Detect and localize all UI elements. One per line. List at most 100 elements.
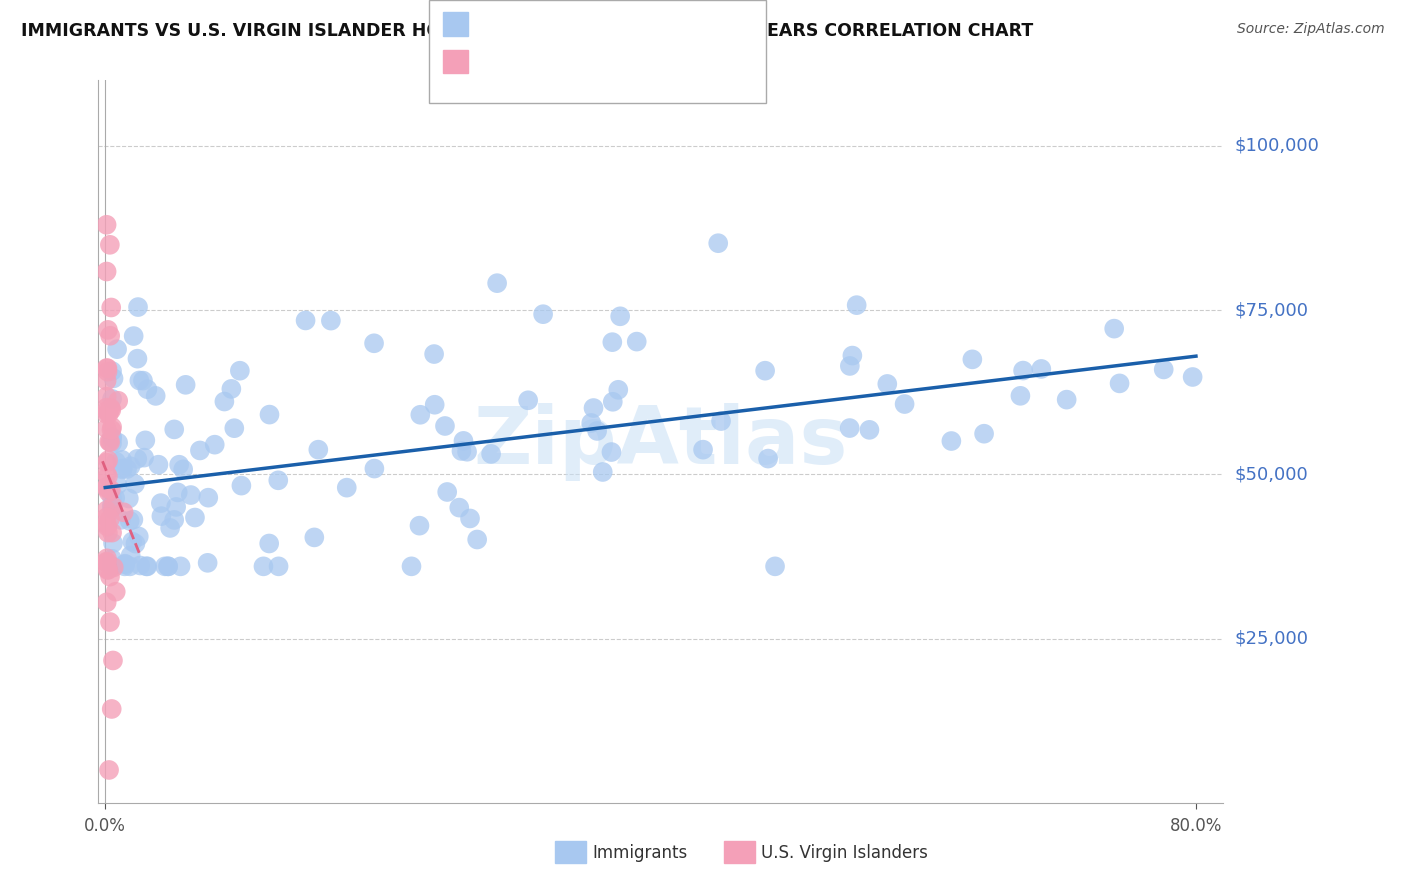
Point — [98, 512, 121, 526]
Point — [101, 500, 124, 514]
Point — [307, 442, 329, 457]
Point — [707, 236, 730, 251]
Point — [159, 521, 181, 535]
Point — [101, 525, 124, 540]
Point — [148, 458, 170, 472]
Point — [132, 450, 155, 465]
Point — [97, 525, 120, 540]
Point — [582, 401, 605, 415]
Point — [408, 518, 430, 533]
Point — [96, 374, 118, 388]
Point — [134, 434, 156, 448]
Point — [1153, 362, 1175, 376]
Point — [96, 510, 118, 524]
Point — [101, 392, 124, 406]
Point — [221, 382, 243, 396]
Point — [96, 467, 118, 482]
Point — [450, 444, 472, 458]
Point — [101, 559, 124, 574]
Point — [110, 513, 132, 527]
Point — [101, 491, 124, 505]
Text: $100,000: $100,000 — [1234, 137, 1319, 155]
Point — [105, 342, 128, 356]
Point — [98, 328, 121, 343]
Point — [100, 403, 122, 417]
Point — [174, 377, 197, 392]
Point — [157, 559, 180, 574]
Point — [107, 393, 129, 408]
Point — [169, 559, 191, 574]
Point — [486, 276, 509, 290]
Point — [609, 310, 631, 324]
Point — [153, 559, 176, 574]
Point — [602, 394, 624, 409]
Point — [107, 478, 129, 492]
Point — [100, 702, 122, 716]
Point — [456, 444, 478, 458]
Point — [98, 615, 121, 629]
Point — [101, 653, 124, 667]
Point — [1031, 362, 1053, 376]
Point — [941, 434, 963, 448]
Point — [132, 374, 155, 388]
Point — [127, 451, 149, 466]
Point — [111, 461, 134, 475]
Point — [96, 404, 118, 418]
Point — [692, 442, 714, 457]
Point — [114, 558, 136, 572]
Point — [96, 365, 118, 379]
Point — [103, 371, 125, 385]
Point — [600, 445, 623, 459]
Point — [163, 513, 186, 527]
Point — [104, 584, 127, 599]
Point — [1108, 376, 1130, 391]
Point — [101, 430, 124, 444]
Point — [124, 477, 146, 491]
Point — [453, 434, 475, 448]
Point — [136, 559, 159, 574]
Point — [97, 485, 120, 500]
Point — [294, 313, 316, 327]
Text: 53: 53 — [633, 53, 658, 70]
Text: 139: 139 — [633, 15, 671, 33]
Point — [96, 361, 118, 376]
Point — [257, 536, 280, 550]
Point — [531, 307, 554, 321]
Point — [96, 407, 118, 421]
Point — [96, 390, 118, 404]
Point — [1012, 363, 1035, 377]
Point — [1010, 389, 1032, 403]
Point — [98, 434, 121, 449]
Point — [103, 560, 125, 574]
Point — [363, 336, 385, 351]
Point — [124, 536, 146, 550]
Text: ZipAtlas: ZipAtlas — [474, 402, 848, 481]
Point — [893, 397, 915, 411]
Point — [96, 556, 118, 570]
Point — [423, 398, 446, 412]
Text: N =: N = — [586, 53, 626, 70]
Point — [231, 478, 253, 492]
Point — [107, 435, 129, 450]
Point — [267, 473, 290, 487]
Point — [267, 559, 290, 574]
Point — [122, 512, 145, 526]
Point — [128, 374, 150, 388]
Point — [626, 334, 648, 349]
Point — [763, 559, 786, 574]
Text: R =: R = — [477, 15, 516, 33]
Point — [163, 422, 186, 436]
Text: -0.253: -0.253 — [524, 53, 589, 70]
Point — [180, 488, 202, 502]
Point — [96, 456, 118, 470]
Point — [858, 423, 880, 437]
Point — [150, 509, 173, 524]
Point — [96, 401, 118, 415]
Point — [756, 451, 779, 466]
Point — [135, 559, 157, 574]
Point — [423, 347, 446, 361]
Point — [136, 382, 159, 396]
Point — [172, 462, 194, 476]
Point — [165, 500, 187, 514]
Point — [111, 462, 134, 476]
